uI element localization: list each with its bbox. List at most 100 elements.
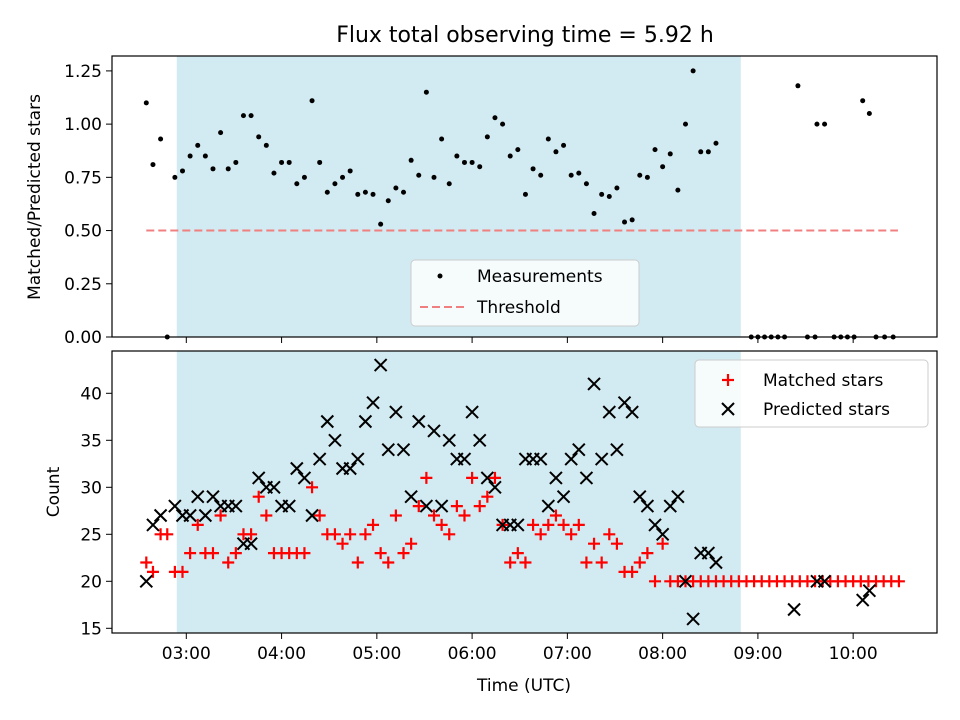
predicted-star-point-2 — [153, 508, 168, 523]
measurement-point-39 — [439, 136, 445, 142]
measurement-point-33 — [393, 185, 399, 191]
predicted-star-point-20 — [297, 471, 312, 485]
matched-star-point-50 — [519, 556, 532, 569]
matched-star-point-9 — [206, 547, 219, 560]
predicted-star-point-43 — [473, 433, 487, 448]
bottom-axes-frame — [111, 350, 938, 634]
top-y-tick-label-2: 0.50 — [64, 222, 102, 242]
predicted-star-point-52 — [541, 499, 556, 513]
measurement-point-56 — [568, 172, 574, 178]
top-y-tick-label-1: 0.25 — [64, 275, 102, 295]
matched-star-point-43 — [466, 471, 479, 484]
x-tick-label-2: 05:00 — [352, 644, 401, 664]
predicted-star-point-60 — [602, 405, 616, 419]
measurement-point-65 — [637, 172, 643, 178]
bottom-y-tick-label-1: 20 — [80, 572, 102, 592]
measurement-point-30 — [370, 191, 376, 197]
bottom-y-tick-label-3: 30 — [80, 478, 102, 498]
x-tick-label-5: 08:00 — [638, 644, 687, 664]
matched-star-point-68 — [656, 537, 669, 550]
predicted-star-point-45 — [488, 480, 502, 495]
matched-star-point-38 — [427, 509, 440, 522]
measurement-point-0 — [143, 100, 149, 106]
matched-star-point-49 — [511, 547, 524, 560]
measurement-point-8 — [202, 153, 208, 159]
top-legend: Measurements Threshold — [410, 259, 640, 327]
chart-title: Flux total observing time = 5.92 h — [336, 23, 714, 48]
measurement-point-64 — [629, 217, 635, 223]
x-axis-label: Time (UTC) — [476, 676, 571, 696]
predicted-star-point-36 — [419, 499, 434, 513]
measurement-point-17 — [271, 170, 277, 176]
matched-star-point-5 — [176, 565, 189, 578]
predicted-star-point-55 — [564, 452, 578, 466]
predicted-star-point-63 — [625, 405, 639, 419]
x-tick-label-1: 04:00 — [257, 644, 306, 664]
matched-star-point-59 — [588, 537, 601, 550]
predicted-star-point-71 — [686, 612, 700, 626]
predicted-star-point-18 — [282, 499, 296, 513]
measurement-point-35 — [408, 157, 414, 163]
matched-star-point-11 — [222, 556, 235, 569]
measurement-point-68 — [660, 164, 666, 170]
matched-star-point-61 — [603, 528, 616, 541]
measurement-point-43 — [469, 159, 475, 165]
measurement-point-11 — [225, 166, 231, 172]
predicted-star-point-54 — [556, 489, 571, 504]
matched-star-point-56 — [565, 528, 578, 541]
predicted-star-point-58 — [587, 377, 601, 391]
matched-star-point-26 — [336, 537, 349, 550]
top-y-tick-label-3: 0.75 — [64, 168, 102, 188]
predicted-star-point-70 — [678, 574, 693, 589]
measurement-point-66 — [644, 174, 650, 180]
measurement-point-2 — [158, 136, 164, 142]
legend-marker-measurements — [437, 273, 443, 279]
measurement-point-6 — [187, 153, 193, 159]
predicted-star-point-38 — [434, 499, 449, 513]
bottom-y-tick-label-5: 40 — [80, 384, 102, 404]
predicted-star-point-16 — [267, 480, 281, 495]
matched-star-point-1 — [146, 565, 159, 578]
top-plot-area — [143, 68, 898, 340]
predicted-star-point-51 — [533, 452, 548, 466]
predicted-star-point-30 — [373, 358, 388, 372]
matched-star-point-7 — [191, 518, 204, 531]
measurement-point-47 — [500, 121, 506, 127]
matched-star-point-28 — [351, 556, 364, 569]
predicted-star-point-3 — [168, 499, 182, 513]
predicted-star-point-68 — [663, 499, 677, 513]
measurement-point-38 — [431, 174, 437, 180]
matched-star-point-31 — [374, 547, 387, 560]
predicted-star-point-69 — [671, 489, 685, 504]
measurement-point-5 — [179, 168, 185, 174]
predicted-star-point-64 — [633, 489, 647, 504]
predicted-star-point-7 — [198, 508, 213, 523]
matched-star-point-39 — [435, 518, 448, 531]
predicted-star-point-1 — [146, 518, 160, 532]
predicted-star-point-8 — [206, 489, 220, 504]
legend-label-threshold: Threshold — [476, 298, 561, 318]
predicted-star-point-73 — [701, 546, 716, 560]
predicted-star-point-62 — [617, 395, 632, 410]
x-tick-label-3: 06:00 — [448, 644, 497, 664]
measurement-point-70 — [675, 187, 681, 193]
matched-star-point-60 — [595, 556, 608, 569]
measurement-point-82 — [795, 83, 801, 89]
measurement-point-62 — [614, 185, 620, 191]
predicted-star-point-37 — [427, 424, 441, 438]
predicted-star-point-65 — [640, 499, 655, 513]
matched-star-point-48 — [504, 556, 517, 569]
x-tick-label-0: 03:00 — [162, 644, 211, 664]
predicted-star-point-41 — [457, 452, 472, 466]
predicted-star-point-34 — [404, 489, 418, 504]
matched-star-point-37 — [420, 471, 433, 484]
measurement-point-92 — [866, 110, 872, 116]
measurement-point-15 — [256, 134, 262, 140]
measurement-point-25 — [332, 181, 338, 187]
measurement-point-72 — [690, 68, 696, 74]
bottom-legend-box — [694, 359, 929, 428]
bottom-y-tick-label-0: 15 — [80, 619, 102, 639]
measurement-point-85 — [814, 121, 820, 127]
measurement-point-27 — [347, 168, 353, 174]
